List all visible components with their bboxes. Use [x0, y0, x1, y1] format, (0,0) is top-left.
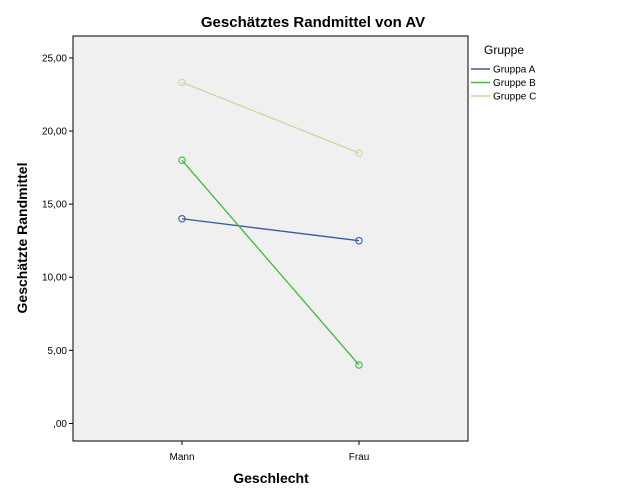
series-line: [181, 81, 360, 154]
series-layer: [178, 78, 363, 369]
y-tick-label: ,00: [53, 419, 67, 430]
y-tick-label: 25,00: [42, 53, 67, 64]
x-axis-title: Geschlecht: [233, 470, 309, 486]
y-tick-label: 15,00: [42, 200, 67, 211]
y-tick-label: 10,00: [42, 273, 67, 284]
y-tick-label: 5,00: [48, 346, 68, 357]
data-point: [178, 215, 186, 223]
x-tick-label: Mann: [169, 452, 194, 463]
legend: Gruppe Gruppa A Gruppe B Gruppe C: [471, 43, 536, 103]
y-axis-title: Geschätzte Randmittel: [14, 163, 30, 314]
legend-label: Gruppe B: [493, 78, 536, 89]
data-point: [355, 149, 363, 157]
x-axis: Mann Frau: [169, 441, 369, 463]
plot-area: [72, 35, 469, 442]
data-point: [355, 361, 363, 369]
y-axis: ,00 5,00 10,00 15,00 20,00 25,00: [42, 53, 73, 430]
chart-title: Geschätztes Randmittel von AV: [201, 14, 425, 31]
x-tick-label: Frau: [349, 452, 370, 463]
data-point: [178, 156, 186, 165]
data-point: [355, 236, 363, 245]
y-tick-label: 20,00: [42, 127, 67, 138]
data-point: [178, 78, 186, 87]
series-line: [181, 218, 360, 242]
legend-label: Gruppe C: [493, 92, 536, 103]
legend-label: Gruppa A: [493, 65, 536, 76]
legend-title: Gruppe: [484, 43, 524, 57]
series-line: [181, 159, 360, 366]
